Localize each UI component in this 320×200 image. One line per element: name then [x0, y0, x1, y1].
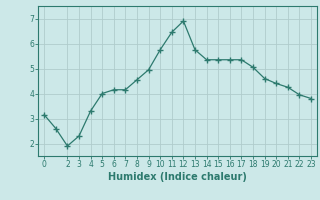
X-axis label: Humidex (Indice chaleur): Humidex (Indice chaleur) — [108, 172, 247, 182]
